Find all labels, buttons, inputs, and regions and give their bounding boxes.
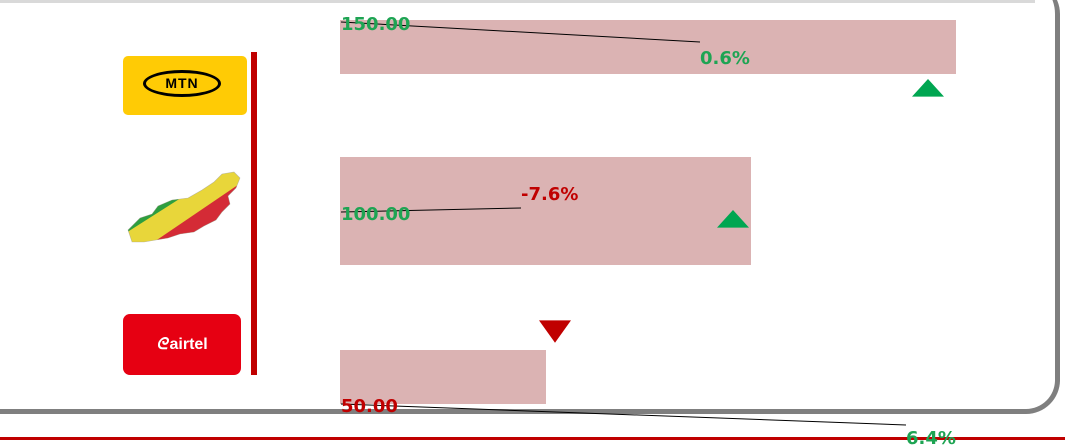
- leader-line-airtel: [340, 403, 907, 426]
- footer-rule: [0, 437, 1065, 440]
- airtel-logo-text: airtel: [169, 336, 208, 353]
- mtn-logo: MTN: [123, 56, 247, 115]
- mtn-logo-text: MTN: [143, 70, 221, 97]
- change-label-congo: -7.6%: [521, 184, 578, 205]
- change-label-mtn: 0.6%: [700, 48, 750, 69]
- value-label-congo: 100.00: [341, 204, 410, 225]
- value-label-airtel: 50.00: [341, 396, 398, 417]
- bar-airtel: [340, 350, 546, 404]
- triangle-up-icon: [717, 210, 749, 228]
- value-label-mtn: 150.00: [341, 14, 410, 35]
- leader-lines-group: [340, 21, 907, 426]
- change-label-airtel: 6.4%: [906, 428, 956, 448]
- panel-top-edge: [0, 0, 1035, 3]
- bars-group: [340, 20, 956, 404]
- triangle-down-icon: [539, 320, 571, 343]
- leader-line-mtn: [340, 21, 701, 43]
- leader-line-congo: [340, 207, 522, 213]
- bar-mtn: [340, 20, 956, 74]
- labels-group: 150.00 0.6% 100.00 -7.6% 50.00 6.4%: [341, 14, 956, 448]
- triangle-up-icon: [912, 79, 944, 97]
- airtel-logo: ᘓ airtel: [123, 314, 241, 375]
- category-divider: [251, 52, 257, 375]
- trend-markers-group: [539, 79, 944, 343]
- airtel-swirl-icon: ᘓ: [156, 336, 168, 353]
- congo-flag-map-icon: [127, 171, 241, 243]
